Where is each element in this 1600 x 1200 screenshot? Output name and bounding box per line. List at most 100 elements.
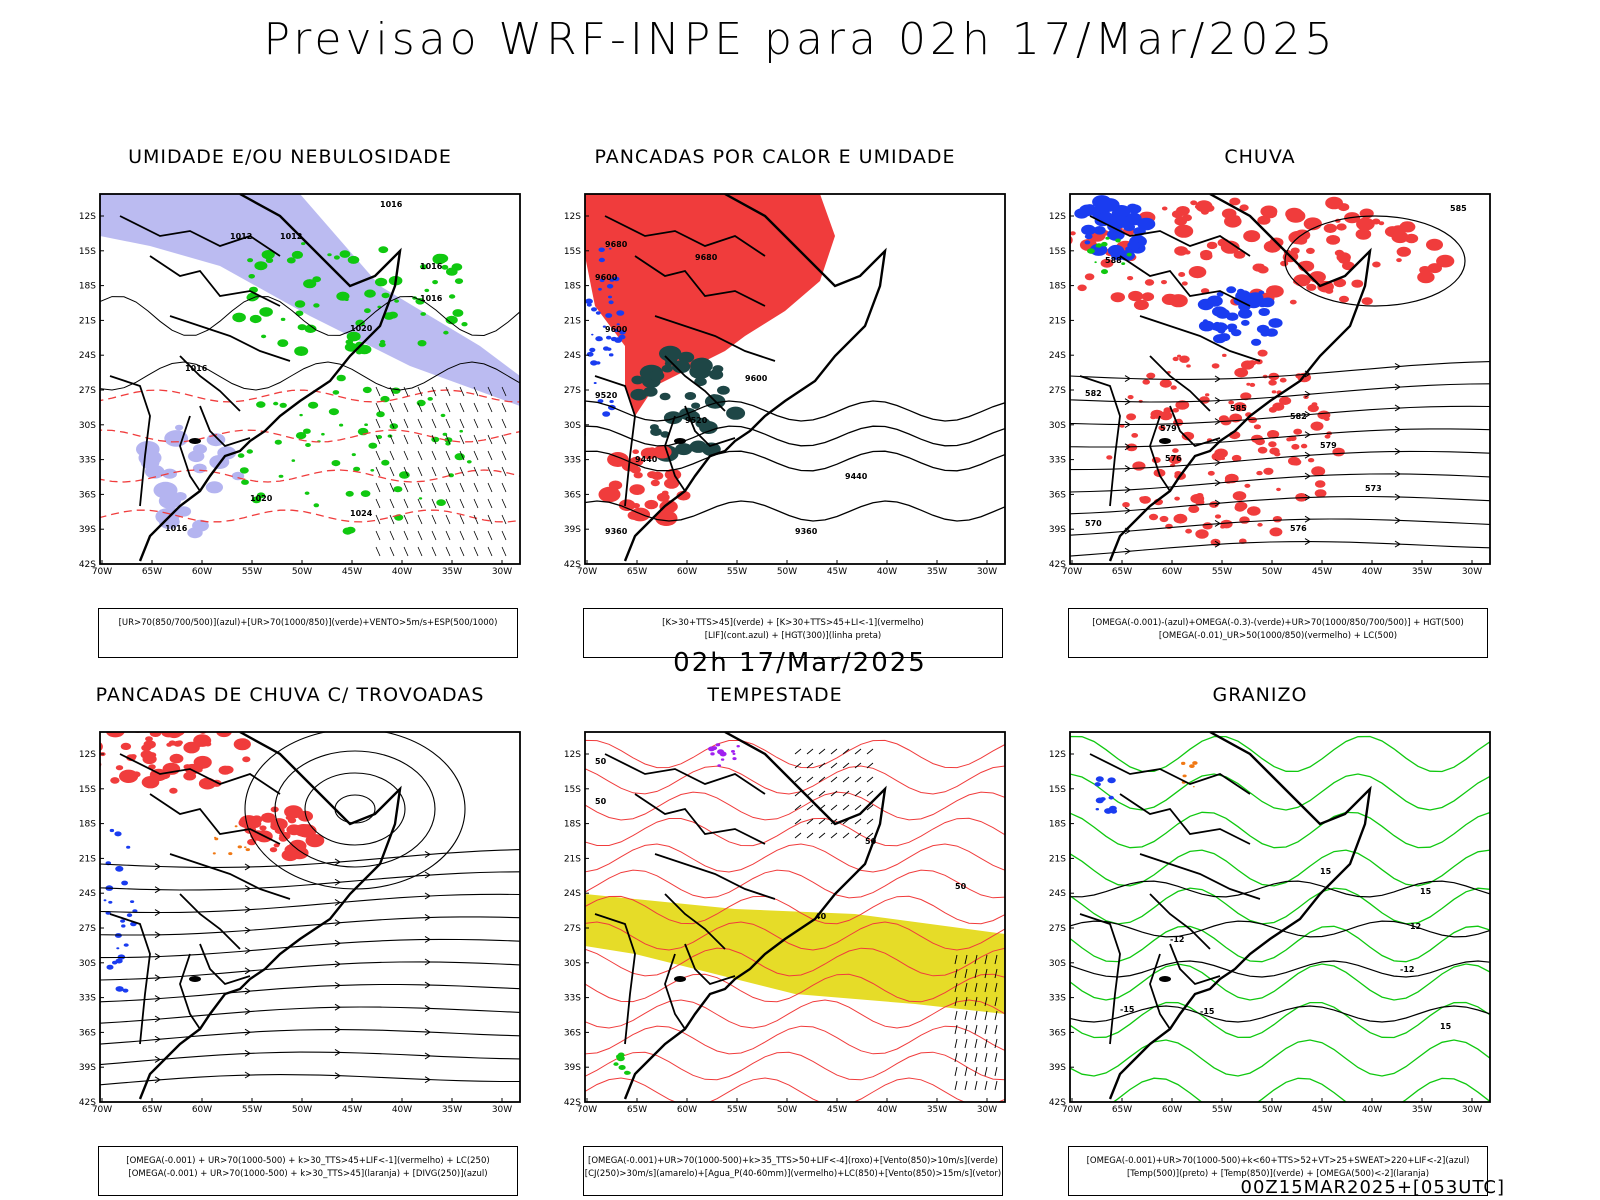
lon-tick-label: 35W [1412, 1105, 1432, 1115]
contour-label: 9360 [605, 527, 628, 536]
wind-vector [994, 1024, 998, 1035]
streamline [100, 849, 520, 868]
wind-vector [431, 498, 437, 509]
wind-vector [459, 530, 465, 541]
wind-vector [984, 1024, 988, 1035]
wind-vector [818, 832, 826, 839]
wind-vector [806, 832, 814, 839]
contour-label: 1020 [350, 324, 373, 333]
streamline [1070, 495, 1490, 515]
lon-tick-label: 70W [1062, 567, 1082, 577]
wind-vector [417, 530, 423, 541]
contour-label: -15 [1200, 1007, 1215, 1016]
lat-tick-label: 21S [1049, 854, 1066, 864]
wind-vector [389, 450, 395, 461]
map-content: 50 50 50 40 50 [585, 732, 1005, 1102]
water-vapor-contour [585, 1051, 1005, 1081]
wind-vector [954, 982, 958, 993]
wind-vector [984, 954, 988, 965]
contour-label: 9600 [595, 273, 618, 282]
wind-vector [830, 832, 838, 839]
state-border [149, 255, 281, 307]
state-border [1149, 953, 1171, 1030]
wind-vector [501, 418, 507, 429]
contour-label: 9680 [605, 240, 628, 249]
lon-tick-label: 30W [1462, 567, 1482, 577]
panel-title: CHUVA [1224, 146, 1296, 168]
lon-tick-label: 60W [1162, 1105, 1182, 1115]
wind-vector [974, 1010, 978, 1021]
wind-vector [842, 804, 850, 811]
map-frame [584, 193, 1006, 565]
wind-vector [445, 418, 451, 429]
wind-vector [375, 482, 381, 493]
wind-vector [994, 1080, 998, 1091]
wind-vector [473, 434, 479, 445]
lat-tick-label: 33S [79, 994, 96, 1004]
flow-arrow [244, 885, 251, 892]
flow-arrow [154, 953, 161, 960]
wind-vector [459, 434, 465, 445]
lat-tick-label: 21S [564, 854, 581, 864]
flow-arrow [1214, 540, 1221, 548]
wind-vector [473, 450, 479, 461]
wind-vector [431, 450, 437, 461]
pressure-contour [100, 361, 520, 391]
wind-vector [417, 386, 423, 397]
wind-vector [403, 546, 409, 557]
jet-contour [274, 750, 436, 868]
lon-tick-label: 70W [1062, 1105, 1082, 1115]
wind-vector [501, 482, 507, 493]
lon-tick-label: 40W [877, 1105, 897, 1115]
water-vapor-contour [585, 765, 1005, 795]
lon-tick-label: 70W [577, 567, 597, 577]
flow-arrow [154, 863, 161, 870]
wind-vector [994, 996, 998, 1007]
lon-tick-label: 70W [92, 567, 112, 577]
contour-label: 579 [1160, 424, 1177, 433]
contour-label: 588 [1105, 256, 1122, 265]
flow-arrow [424, 850, 431, 858]
lon-tick-label: 45W [1312, 1105, 1332, 1115]
wind-vector [974, 1024, 978, 1035]
flow-arrow [154, 1015, 161, 1023]
flow-arrow [1124, 465, 1131, 472]
wind-vector [964, 968, 968, 979]
lat-tick-label: 33S [564, 994, 581, 1004]
flow-arrow [1124, 421, 1131, 428]
lat-tick-label: 30S [79, 421, 96, 431]
state-border [119, 753, 281, 795]
wind-vector [984, 968, 988, 979]
wind-vector [501, 402, 507, 413]
streamline [100, 916, 520, 936]
panel-title: PANCADAS DE CHUVA C/ TROVOADAS [95, 684, 485, 706]
state-border [654, 853, 776, 900]
jet-core-area [585, 894, 1005, 1014]
wind-vector [501, 450, 507, 461]
flow-arrow [1214, 479, 1221, 487]
wind-vector [954, 1052, 958, 1063]
humidity-lower-contours [237, 374, 472, 535]
map-content: 9680 9680 9600 9600 9520 9440 9360 9600 9520 9440… [585, 194, 1005, 562]
flow-arrow [244, 863, 251, 871]
wind-vector [487, 386, 493, 397]
lon-tick-label: 55W [242, 567, 262, 577]
wind-vector [974, 1052, 978, 1063]
streamline [100, 1051, 520, 1066]
wind-vector [964, 1066, 968, 1077]
contour-label: 50 [595, 797, 607, 806]
flow-arrow [244, 987, 251, 995]
lon-tick-label: 40W [877, 567, 897, 577]
wind-vector [445, 482, 451, 493]
wind-vector [974, 1080, 978, 1091]
flow-arrow [154, 1076, 161, 1084]
flow-arrow [154, 995, 161, 1002]
green-convection-area [630, 345, 746, 462]
legend-box: [K>30+TTS>45](verde) + [K>30+TTS>45+LI<-… [583, 608, 1003, 658]
lat-tick-label: 24S [1049, 889, 1066, 899]
contour-label: 9680 [695, 253, 718, 262]
state-border [1089, 215, 1251, 257]
lon-tick-label: 55W [727, 1105, 747, 1115]
wind-vector [431, 434, 437, 445]
wind-vector [403, 514, 409, 525]
